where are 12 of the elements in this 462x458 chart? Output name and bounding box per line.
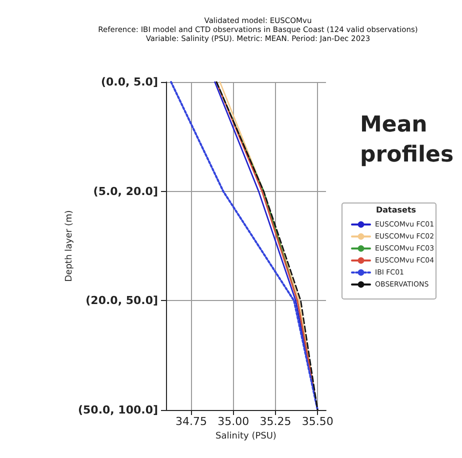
y-tick-label: (5.0, 20.0] (93, 184, 158, 198)
text: Mean profiles (360, 112, 454, 168)
x-tick-label: 35.25 (260, 415, 292, 428)
x-tick-label: 34.75 (176, 415, 208, 428)
y-tick-label: (20.0, 50.0] (86, 294, 158, 308)
y-axis-title: Depth layer (m) (64, 210, 75, 282)
y-tick-label: (0.0, 5.0] (100, 76, 158, 88)
x-axis-title: Salinity (PSU) (216, 432, 276, 442)
y-tick-label: (50.0, 100.0] (78, 404, 158, 416)
legend-title: Datasets (376, 206, 416, 214)
x-tick-label: 35.50 (302, 415, 334, 428)
x-tick-label: 35.00 (218, 415, 250, 428)
